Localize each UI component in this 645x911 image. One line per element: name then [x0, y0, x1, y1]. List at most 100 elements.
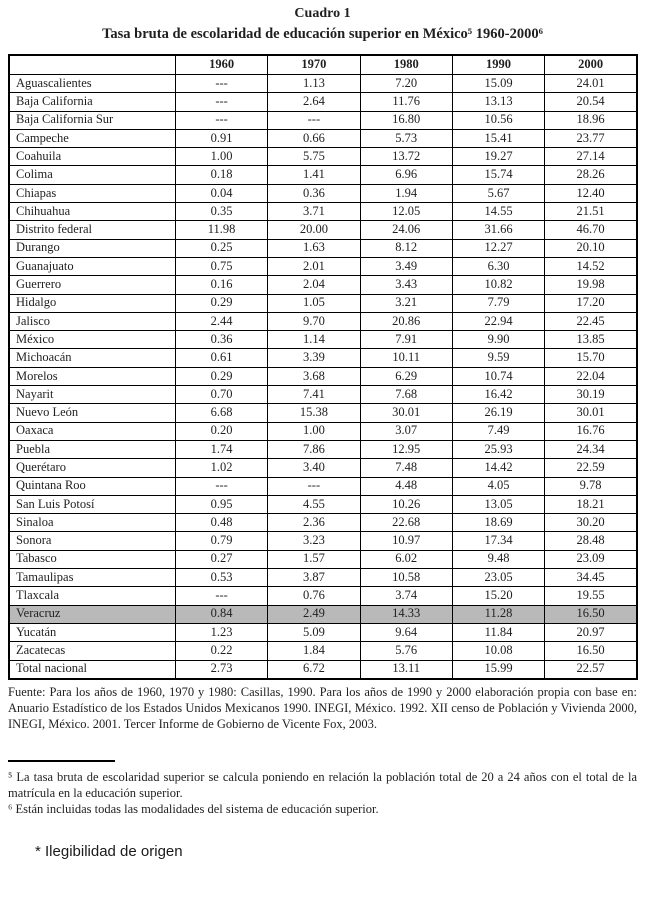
value-cell: 0.66 — [267, 128, 361, 149]
value-cell: 22.57 — [544, 659, 638, 680]
state-name-cell: Puebla — [8, 439, 176, 460]
table-row: Tlaxcala --- 0.76 3.74 15.20 19.55 — [8, 586, 638, 606]
year-column-header: 1960 — [174, 54, 269, 75]
value-cell: 22.59 — [544, 458, 638, 478]
value-cell: 23.77 — [544, 128, 638, 149]
state-name-cell: Chihuahua — [8, 202, 176, 222]
state-name-cell: Veracruz — [8, 604, 176, 624]
value-cell: 15.09 — [451, 73, 546, 94]
table-row: Morelos 0.29 3.68 6.29 10.74 22.04 — [8, 366, 638, 387]
value-cell: 5.09 — [267, 622, 361, 643]
value-cell: 16.80 — [359, 110, 453, 130]
value-cell: 1.13 — [267, 73, 361, 94]
table-caption-number: Cuadro 1 — [294, 6, 351, 21]
value-cell: 3.71 — [267, 202, 361, 222]
value-cell: 1.84 — [267, 641, 361, 661]
table-row: Baja California --- 2.64 11.76 13.13 20.54 — [8, 92, 638, 112]
footnote-5: ⁵ La tasa bruta de escolaridad superior … — [8, 770, 637, 801]
value-cell: 22.04 — [544, 366, 638, 387]
state-name-cell: Nuevo León — [8, 403, 176, 423]
value-cell: 10.82 — [451, 275, 546, 295]
value-cell: 9.90 — [451, 330, 546, 350]
value-cell: 0.18 — [174, 165, 269, 185]
value-cell: --- — [174, 73, 269, 94]
value-cell: 19.98 — [544, 275, 638, 295]
value-cell: 24.34 — [544, 439, 638, 460]
table-row: Tamaulipas 0.53 3.87 10.58 23.05 34.45 — [8, 568, 638, 588]
value-cell: 3.49 — [359, 256, 453, 277]
value-cell: 20.97 — [544, 622, 638, 643]
value-cell: 0.36 — [174, 330, 269, 350]
value-cell: 5.67 — [451, 183, 546, 204]
value-cell: 5.75 — [267, 147, 361, 167]
table-row: Tabasco 0.27 1.57 6.02 9.48 23.09 — [8, 549, 638, 570]
value-cell: 2.36 — [267, 513, 361, 533]
value-cell: 12.95 — [359, 439, 453, 460]
value-cell: 0.95 — [174, 494, 269, 515]
value-cell: 25.93 — [451, 439, 546, 460]
value-cell: 0.27 — [174, 549, 269, 570]
footnote-6: ⁶ Están incluidas todas las modalidades … — [8, 802, 379, 817]
value-cell: 0.25 — [174, 238, 269, 258]
value-cell: 7.79 — [451, 293, 546, 313]
value-cell: 1.14 — [267, 330, 361, 350]
table-row: Jalisco 2.44 9.70 20.86 22.94 22.45 — [8, 311, 638, 332]
value-cell: 20.10 — [544, 238, 638, 258]
value-cell: 3.74 — [359, 586, 453, 606]
state-name-cell: Chiapas — [8, 183, 176, 204]
value-cell: 6.72 — [267, 659, 361, 680]
value-cell: 14.42 — [451, 458, 546, 478]
enrollment-rate-table: 1960 1970 1980 1990 2000 Aguascalientes --- 1.… — [8, 54, 638, 680]
value-cell: 1.41 — [267, 165, 361, 185]
value-cell: 0.76 — [267, 586, 361, 606]
value-cell: --- — [174, 92, 269, 112]
value-cell: 34.45 — [544, 568, 638, 588]
value-cell: 20.00 — [267, 220, 361, 240]
value-cell: 4.05 — [451, 476, 546, 496]
year-column-header: 2000 — [544, 54, 638, 75]
value-cell: 21.51 — [544, 202, 638, 222]
value-cell: 0.61 — [174, 348, 269, 368]
value-cell: 20.86 — [359, 311, 453, 332]
value-cell: 19.27 — [451, 147, 546, 167]
value-cell: 19.55 — [544, 586, 638, 606]
value-cell: 24.01 — [544, 73, 638, 94]
value-cell: 2.44 — [174, 311, 269, 332]
value-cell: 0.29 — [174, 293, 269, 313]
value-cell: 15.70 — [544, 348, 638, 368]
table-row: Coahuila 1.00 5.75 13.72 19.27 27.14 — [8, 147, 638, 167]
state-name-cell: Querétaro — [8, 458, 176, 478]
value-cell: 11.84 — [451, 622, 546, 643]
value-cell: 1.05 — [267, 293, 361, 313]
value-cell: 17.34 — [451, 531, 546, 551]
value-cell: 6.02 — [359, 549, 453, 570]
value-cell: 9.59 — [451, 348, 546, 368]
value-cell: 30.20 — [544, 513, 638, 533]
value-cell: 1.94 — [359, 183, 453, 204]
state-name-cell: Sinaloa — [8, 513, 176, 533]
value-cell: 20.54 — [544, 92, 638, 112]
value-cell: 0.53 — [174, 568, 269, 588]
value-cell: 1.00 — [267, 421, 361, 441]
state-name-cell: Morelos — [8, 366, 176, 387]
value-cell: 1.74 — [174, 439, 269, 460]
header-row: 1960 1970 1980 1990 2000 — [8, 54, 638, 75]
table-row: Quintana Roo --- --- 4.48 4.05 9.78 — [8, 476, 638, 496]
value-cell: 13.13 — [451, 92, 546, 112]
value-cell: 5.76 — [359, 641, 453, 661]
table-row: Querétaro 1.02 3.40 7.48 14.42 22.59 — [8, 458, 638, 478]
state-name-cell: Tlaxcala — [8, 586, 176, 606]
value-cell: 2.04 — [267, 275, 361, 295]
value-cell: 17.20 — [544, 293, 638, 313]
value-cell: 46.70 — [544, 220, 638, 240]
table-row: Nayarit 0.70 7.41 7.68 16.42 30.19 — [8, 385, 638, 405]
value-cell: --- — [267, 110, 361, 130]
value-cell: 13.72 — [359, 147, 453, 167]
value-cell: 0.91 — [174, 128, 269, 149]
value-cell: 1.00 — [174, 147, 269, 167]
state-name-cell: Nayarit — [8, 385, 176, 405]
value-cell: 7.48 — [359, 458, 453, 478]
value-cell: --- — [174, 476, 269, 496]
value-cell: 12.27 — [451, 238, 546, 258]
